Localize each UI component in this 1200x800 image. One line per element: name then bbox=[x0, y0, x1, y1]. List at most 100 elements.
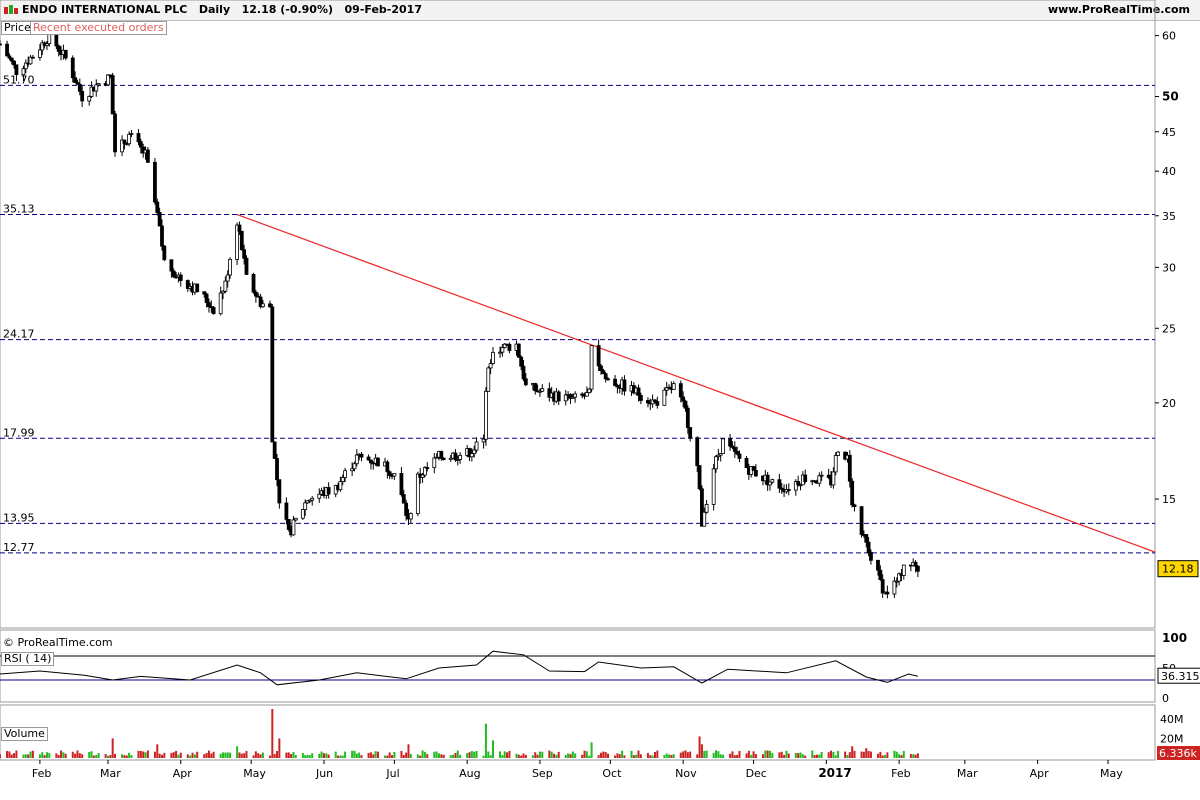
rsi-panel bbox=[0, 629, 1156, 703]
candle-body bbox=[803, 474, 808, 482]
tab-volume[interactable]: Volume bbox=[1, 727, 48, 741]
volume-bar bbox=[719, 754, 722, 758]
candle-body bbox=[638, 395, 643, 401]
candle-body bbox=[87, 96, 92, 102]
candle-body bbox=[275, 458, 279, 481]
volume-bar bbox=[400, 750, 403, 758]
volume-bar bbox=[766, 750, 769, 758]
candle-body bbox=[340, 477, 345, 482]
level-label: 17.99 bbox=[3, 426, 35, 439]
volume-bar bbox=[553, 753, 556, 758]
x-tick-label: Mar bbox=[100, 767, 121, 780]
volume-bar bbox=[452, 754, 455, 758]
candle-body bbox=[122, 139, 127, 144]
candle-body bbox=[441, 457, 446, 460]
candle-body bbox=[138, 141, 143, 148]
candle-body bbox=[721, 438, 725, 454]
volume-bar bbox=[484, 723, 487, 758]
volume-bar bbox=[24, 754, 27, 758]
candle-body bbox=[606, 378, 610, 381]
price-tick-label: 25 bbox=[1162, 322, 1176, 335]
volume-bar bbox=[104, 754, 107, 758]
volume-bar bbox=[832, 751, 835, 758]
candle-body bbox=[474, 441, 479, 451]
candle-body bbox=[239, 230, 244, 251]
volume-bar bbox=[45, 752, 48, 758]
tab-price[interactable]: Price bbox=[1, 21, 34, 35]
candle-body bbox=[21, 68, 26, 76]
candle-body bbox=[237, 224, 242, 232]
volume-bar bbox=[909, 754, 912, 758]
candle-body bbox=[432, 457, 437, 469]
volume-bar bbox=[663, 755, 666, 758]
volume-bar bbox=[146, 750, 149, 758]
volume-bar bbox=[268, 755, 271, 758]
volume-bar bbox=[473, 751, 476, 758]
volume-bar bbox=[454, 752, 457, 758]
candle-body bbox=[303, 502, 308, 510]
volume-bars bbox=[0, 709, 919, 758]
candle-body bbox=[777, 479, 782, 489]
volume-bar bbox=[848, 752, 851, 758]
volume-bar bbox=[121, 754, 124, 758]
candle-body bbox=[366, 456, 371, 461]
volume-bar bbox=[630, 750, 633, 758]
candle-body bbox=[664, 387, 669, 391]
candle-body bbox=[697, 465, 702, 490]
volume-bar bbox=[881, 755, 884, 758]
x-tick-label: Mar bbox=[957, 767, 978, 780]
volume-bar bbox=[736, 754, 739, 758]
volume-bar bbox=[433, 751, 436, 758]
volume-bar bbox=[92, 755, 95, 758]
volume-bar bbox=[733, 755, 736, 758]
candle-body bbox=[7, 55, 12, 59]
price-chart[interactable]: 60 50 45 40 35 30 25 20 15 51.70 35.13 24.17 17.99 13… bbox=[0, 0, 1200, 780]
volume-bar bbox=[327, 754, 330, 758]
x-tick-label: Jul bbox=[385, 767, 399, 780]
volume-bar bbox=[524, 754, 527, 758]
candle-body bbox=[732, 446, 737, 452]
candle-body bbox=[94, 84, 99, 92]
tab-rsi[interactable]: RSI ( 14) bbox=[1, 652, 55, 666]
volume-bar bbox=[245, 750, 248, 758]
candle-body bbox=[683, 400, 688, 409]
candle-body bbox=[704, 504, 709, 513]
volume-bar bbox=[646, 752, 649, 758]
candle-body bbox=[737, 453, 742, 459]
tab-recent-orders[interactable]: Recent executed orders bbox=[30, 21, 167, 35]
candle-body bbox=[817, 475, 822, 484]
candle-body bbox=[338, 481, 343, 491]
candle-body bbox=[458, 455, 463, 460]
rsi-line bbox=[0, 650, 919, 686]
candle-body bbox=[89, 86, 94, 97]
volume-bar bbox=[750, 754, 753, 758]
volume-bar bbox=[229, 752, 232, 758]
volume-bar bbox=[304, 755, 307, 758]
volume-badge bbox=[1157, 746, 1200, 760]
volume-bar bbox=[686, 752, 689, 758]
volume-bar bbox=[238, 752, 241, 758]
volume-bar bbox=[224, 752, 227, 758]
volume-bar bbox=[466, 753, 469, 758]
volume-bar bbox=[557, 751, 560, 758]
candle-body bbox=[256, 295, 261, 298]
volume-bar bbox=[170, 752, 173, 758]
site-url[interactable]: www.ProRealTime.com bbox=[1047, 3, 1190, 16]
volume-bar bbox=[22, 754, 25, 758]
candle-body bbox=[404, 502, 409, 516]
candle-body bbox=[469, 453, 474, 458]
volume-bar bbox=[374, 751, 377, 758]
volume-bar bbox=[886, 752, 889, 758]
candle-body bbox=[272, 441, 277, 459]
candle-body bbox=[195, 283, 200, 293]
x-tick-label: Apr bbox=[1030, 767, 1050, 780]
volume-bar bbox=[27, 754, 30, 758]
volume-bar bbox=[729, 753, 732, 758]
volume-bar bbox=[637, 750, 640, 758]
candle-body bbox=[258, 296, 263, 307]
volume-bar bbox=[895, 751, 898, 758]
volume-bar bbox=[534, 752, 537, 758]
volume-bar bbox=[240, 753, 243, 758]
candle-body bbox=[894, 580, 899, 583]
volume-bar bbox=[62, 752, 65, 758]
